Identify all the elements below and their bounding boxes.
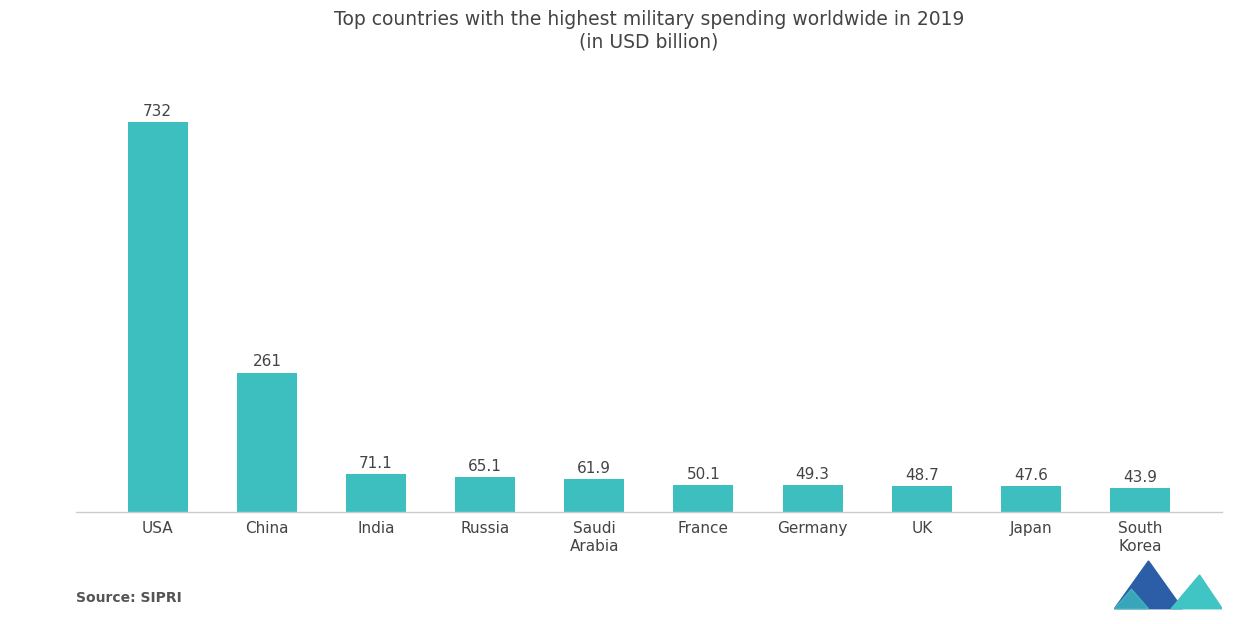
Polygon shape	[1172, 575, 1222, 609]
Text: 61.9: 61.9	[577, 461, 611, 475]
Bar	[127, 122, 188, 512]
Text: 261: 261	[252, 354, 281, 369]
Bar	[1110, 489, 1171, 512]
Text: 732: 732	[144, 104, 173, 119]
Text: 48.7: 48.7	[905, 467, 939, 482]
Bar	[455, 477, 515, 512]
Text: 50.1: 50.1	[687, 467, 721, 482]
Polygon shape	[1115, 561, 1182, 609]
Bar	[673, 485, 733, 512]
Bar	[892, 485, 951, 512]
Title: Top countries with the highest military spending worldwide in 2019
(in USD billi: Top countries with the highest military …	[334, 10, 964, 51]
Text: 71.1: 71.1	[359, 456, 393, 470]
Text: 65.1: 65.1	[469, 459, 503, 474]
Text: Source: SIPRI: Source: SIPRI	[76, 592, 181, 605]
Polygon shape	[1115, 589, 1149, 609]
Bar	[564, 479, 625, 512]
Text: 47.6: 47.6	[1014, 468, 1048, 483]
Bar	[346, 474, 406, 512]
Bar	[782, 485, 843, 512]
Text: 49.3: 49.3	[795, 467, 829, 482]
Text: 43.9: 43.9	[1123, 470, 1157, 485]
Bar	[1000, 486, 1061, 512]
Bar	[237, 373, 297, 512]
